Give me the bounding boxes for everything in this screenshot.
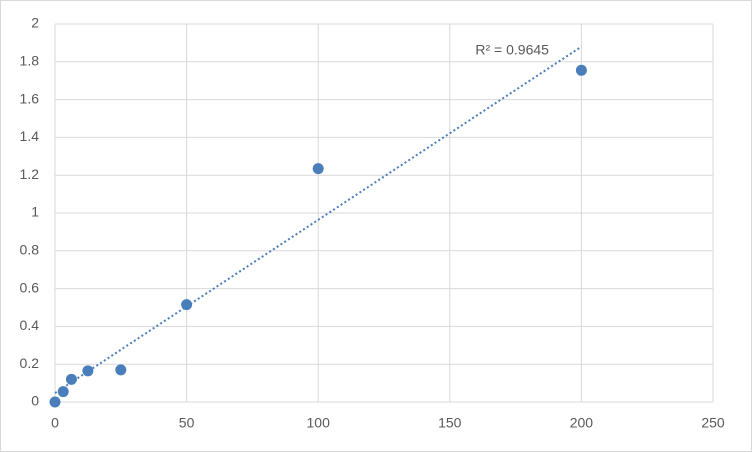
y-tick-label: 1.6	[20, 90, 40, 106]
trendline	[54, 45, 582, 394]
y-tick-label: 0.2	[20, 355, 40, 371]
y-tick-label: 1.4	[20, 128, 40, 144]
x-tick-label: 0	[51, 415, 59, 431]
point	[65, 373, 77, 385]
point	[49, 396, 61, 408]
y-tick-label: 1.8	[20, 53, 40, 69]
x-tick-label: 150	[438, 415, 462, 431]
y-tick-label: 0.6	[20, 279, 40, 295]
x-tick-label: 200	[570, 415, 594, 431]
point	[57, 386, 69, 398]
point	[181, 299, 193, 311]
y-tick-label: 1	[31, 204, 39, 220]
y-tick-label: 0.8	[20, 242, 40, 258]
x-tick-label: 250	[701, 415, 725, 431]
point	[312, 163, 324, 175]
point	[115, 364, 127, 376]
trendline-label: R² = 0.9645	[475, 41, 549, 57]
x-tick-label: 100	[307, 415, 331, 431]
y-tick-label: 0.4	[20, 317, 40, 333]
point	[575, 64, 587, 76]
y-tick-label: 0	[31, 393, 39, 409]
y-tick-label: 2	[31, 15, 39, 31]
y-tick-label: 1.2	[20, 166, 40, 182]
x-tick-label: 50	[179, 415, 195, 431]
point	[82, 365, 94, 377]
